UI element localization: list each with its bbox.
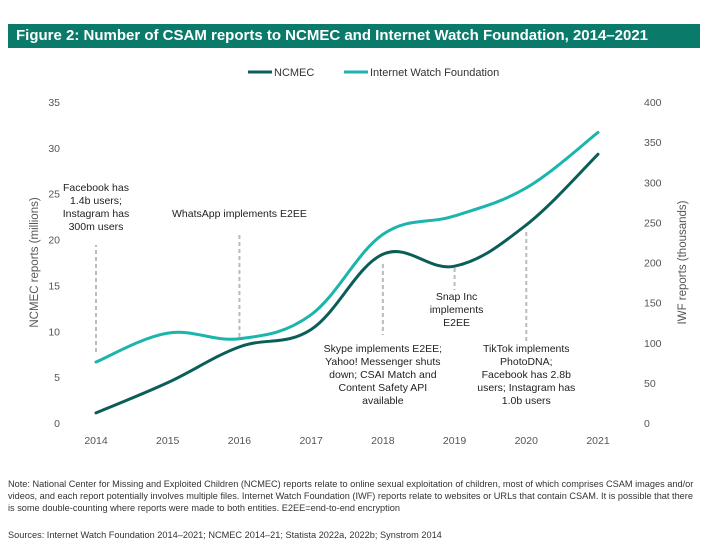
legend-label: Internet Watch Foundation [370,67,499,79]
annotation-text: implements [430,304,484,316]
x-tick-label: 2014 [84,435,108,447]
annotation-text: Instagram has [63,208,130,220]
figure-note: Note: National Center for Missing and Ex… [8,479,694,513]
x-tick-label: 2020 [515,435,539,447]
figure-title: Figure 2: Number of CSAM reports to NCME… [16,27,649,44]
y2-tick-label: 350 [644,137,662,149]
y-tick-label: 5 [54,372,60,384]
y2-tick-label: 300 [644,177,662,189]
y-axis-label: NCMEC reports (millions) [29,197,41,328]
annotation-text: 1.0b users [502,395,551,407]
annotation-text: down; CSAI Match and [329,369,437,381]
annotation-text: Skype implements E2EE; [324,343,442,355]
annotation-text: Snap Inc [436,291,477,303]
y-tick-label: 30 [48,143,60,155]
y-tick-label: 10 [48,326,60,338]
y2-axis-label: IWF reports (thousands) [677,200,689,324]
x-tick-label: 2019 [443,435,467,447]
y2-tick-label: 150 [644,298,662,310]
annotation-text: 300m users [69,221,124,233]
y2-tick-label: 400 [644,97,662,109]
series-line-iwf [94,130,600,364]
x-tick-label: 2018 [371,435,395,447]
y-tick-label: 35 [48,97,60,109]
y2-tick-label: 200 [644,258,662,270]
annotation-text: Facebook has 2.8b [482,369,571,381]
y-tick-label: 15 [48,280,60,292]
y-tick-label: 25 [48,189,60,201]
x-tick-label: 2021 [586,435,610,447]
x-tick-label: 2015 [156,435,180,447]
annotation-text: TikTok implements [483,343,570,355]
annotation-text: users; Instagram has [477,382,575,394]
y2-tick-label: 250 [644,217,662,229]
y-tick-label: 0 [54,418,60,430]
y2-tick-label: 100 [644,338,662,350]
annotation-text: available [362,395,404,407]
annotation-text: Yahoo! Messenger shuts [325,356,440,368]
x-tick-label: 2017 [299,435,323,447]
line-chart: 0510152025303505010015020025030035040020… [29,67,689,447]
annotation-text: 1.4b users; [70,195,122,207]
figure-sources: Sources: Internet Watch Foundation 2014–… [8,530,442,540]
figure-title-bar: Figure 2: Number of CSAM reports to NCME… [8,24,700,48]
annotation-text: Facebook has [63,182,129,194]
series-line-ncmec [94,152,600,415]
legend-label: NCMEC [274,67,314,79]
y2-tick-label: 50 [644,378,656,390]
y2-tick-label: 0 [644,418,650,430]
annotation-text: Content Safety API [338,382,427,394]
x-tick-label: 2016 [228,435,252,447]
annotation-text: WhatsApp implements E2EE [172,208,307,220]
annotation-text: E2EE [443,317,470,329]
annotation-text: PhotoDNA; [500,356,553,368]
y-tick-label: 20 [48,235,60,247]
